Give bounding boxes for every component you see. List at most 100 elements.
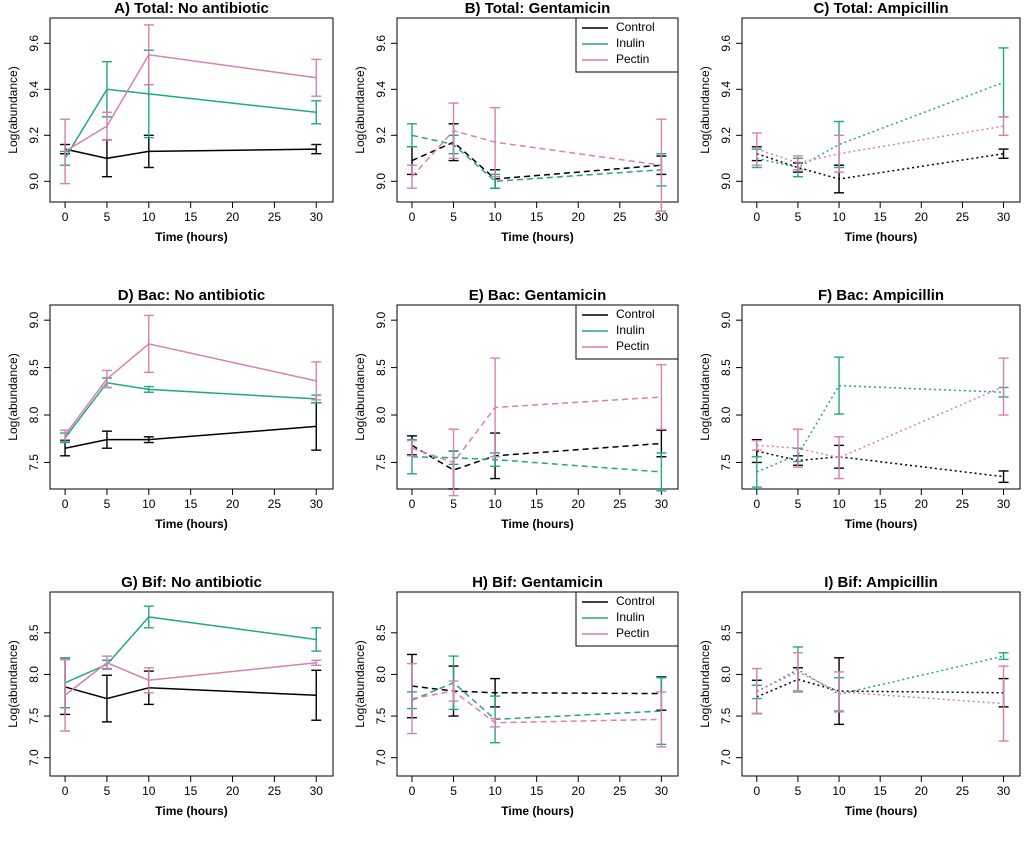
x-tick-label: 15 — [184, 210, 198, 224]
series-line — [64, 88, 317, 159]
x-tick-label: 25 — [956, 784, 970, 798]
error-bar — [792, 428, 803, 468]
y-axis-label: Log(abundance) — [698, 640, 712, 727]
legend-label: Control — [616, 20, 655, 34]
error-bar — [101, 674, 112, 723]
y-tick-label: 7.0 — [719, 749, 733, 766]
y-tick-label: 7.0 — [374, 749, 388, 766]
series-line — [411, 442, 662, 471]
legend-label: Pectin — [616, 52, 649, 66]
y-axis-label: Log(abundance) — [6, 66, 20, 153]
y-tick-label: 8.0 — [27, 406, 41, 423]
x-tick-label: 5 — [104, 210, 111, 224]
legend-label: Pectin — [616, 626, 649, 640]
x-tick-label: 20 — [226, 210, 240, 224]
error-bar — [656, 364, 667, 430]
y-tick-label: 9.2 — [719, 127, 733, 144]
x-tick-label: 25 — [268, 497, 282, 511]
x-tick-label: 5 — [795, 210, 802, 224]
error-bar — [490, 106, 501, 178]
x-tick-label: 25 — [613, 497, 627, 511]
x-tick-label: 25 — [268, 210, 282, 224]
error-bar — [448, 102, 459, 160]
x-tick-label: 20 — [572, 497, 586, 511]
series-line — [411, 134, 662, 183]
error-bar — [834, 671, 845, 713]
y-tick-label: 8.5 — [27, 624, 41, 641]
x-tick-label: 10 — [488, 497, 502, 511]
x-tick-label: 5 — [795, 784, 802, 798]
y-tick-label: 8.0 — [719, 666, 733, 683]
y-tick-label: 9.0 — [719, 312, 733, 329]
x-tick-label: 0 — [62, 784, 69, 798]
y-axis-label: Log(abundance) — [6, 353, 20, 440]
error-bar — [143, 24, 154, 86]
y-tick-label: 7.5 — [27, 454, 41, 471]
y-axis-label: Log(abundance) — [353, 353, 367, 440]
x-tick-label: 5 — [104, 497, 111, 511]
error-bar — [143, 436, 154, 444]
error-bar — [490, 717, 501, 728]
y-tick-label: 8.5 — [719, 359, 733, 376]
series-line — [411, 141, 662, 180]
error-bar — [656, 691, 667, 748]
y-tick-label: 9.0 — [27, 173, 41, 190]
plot-frame — [741, 17, 1021, 203]
y-tick-label: 7.5 — [374, 707, 388, 724]
panel-title: D) Bac: No antibiotic — [118, 287, 266, 304]
series-line — [411, 129, 662, 178]
x-tick-label: 10 — [832, 210, 846, 224]
panel-title: I) Bif: Ampicillin — [824, 574, 938, 591]
x-tick-label: 20 — [915, 497, 929, 511]
x-tick-label: 25 — [956, 210, 970, 224]
x-tick-label: 30 — [655, 784, 669, 798]
error-bar — [751, 132, 762, 166]
plot-frame — [49, 591, 334, 777]
y-tick-label: 8.0 — [374, 406, 388, 423]
error-bar — [60, 118, 71, 185]
error-bar — [143, 314, 154, 374]
x-tick-label: 10 — [832, 784, 846, 798]
error-bar — [998, 116, 1009, 137]
error-bar — [406, 123, 417, 148]
x-tick-label: 10 — [142, 784, 156, 798]
error-bar — [998, 665, 1009, 742]
series-line — [756, 385, 1004, 459]
error-bar — [448, 428, 459, 497]
y-tick-label: 9.0 — [374, 173, 388, 190]
x-tick-label: 25 — [613, 210, 627, 224]
y-tick-label: 9.4 — [719, 81, 733, 98]
error-bar — [834, 436, 845, 480]
error-bar — [656, 452, 667, 492]
error-bar — [311, 100, 322, 125]
x-tick-label: 0 — [753, 784, 760, 798]
error-bar — [751, 667, 762, 715]
y-tick-label: 7.5 — [374, 454, 388, 471]
plot-frame — [49, 304, 334, 490]
series-line — [64, 343, 317, 436]
error-bar — [101, 655, 112, 671]
series-line — [411, 681, 662, 721]
x-tick-label: 0 — [753, 497, 760, 511]
error-bar — [751, 439, 762, 451]
x-axis-label: Time (hours) — [501, 517, 573, 531]
x-tick-label: 20 — [572, 784, 586, 798]
error-bar — [834, 356, 845, 415]
error-bar — [998, 357, 1009, 416]
error-bar — [101, 369, 112, 389]
panel-title: A) Total: No antibiotic — [114, 0, 269, 17]
y-tick-label: 9.6 — [719, 35, 733, 52]
x-axis-label: Time (hours) — [845, 230, 917, 244]
panel-title: C) Total: Ampicillin — [814, 0, 949, 17]
legend-label: Control — [616, 307, 655, 321]
plot-frame — [741, 304, 1021, 490]
error-bar — [101, 430, 112, 449]
series-line — [756, 655, 1004, 696]
x-tick-label: 25 — [268, 784, 282, 798]
y-axis-label: Log(abundance) — [6, 640, 20, 727]
y-tick-label: 8.5 — [27, 359, 41, 376]
error-bar — [311, 669, 322, 721]
error-bar — [60, 658, 71, 732]
x-axis-label: Time (hours) — [155, 230, 227, 244]
x-tick-label: 10 — [142, 210, 156, 224]
